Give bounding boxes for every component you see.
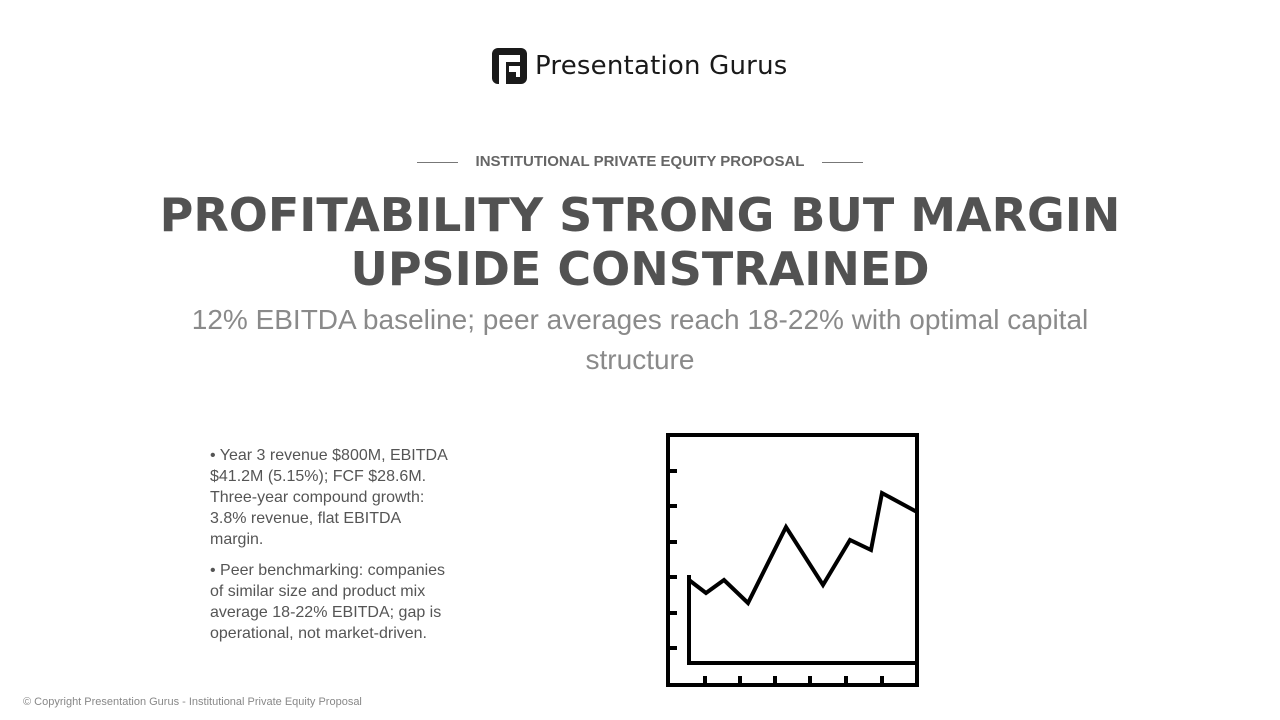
slide-title: PROFITABILITY STRONG BUT MARGIN UPSIDE C… [159, 188, 1121, 296]
slide-subtitle: 12% EBITDA baseline; peer averages reach… [191, 304, 1089, 375]
eyebrow-label: INSTITUTIONAL PRIVATE EQUITY PROPOSAL [475, 153, 805, 170]
eyebrow-divider-left [416, 161, 458, 163]
bullet-list: • Year 3 revenue $800M, EBITDA $41.2M (5… [210, 445, 455, 654]
eyebrow-divider-right [822, 161, 864, 163]
bullet-item: • Year 3 revenue $800M, EBITDA $41.2M (5… [210, 447, 447, 548]
bullet-item: • Peer benchmarking: companies of simila… [210, 562, 446, 642]
line-chart-icon [666, 433, 919, 687]
brand-logo: Presentation Gurus [492, 47, 788, 85]
brand-name: Presentation Gurus [535, 51, 788, 81]
eyebrow: INSTITUTIONAL PRIVATE EQUITY PROPOSAL [0, 152, 1280, 172]
pg-logo-icon [492, 48, 527, 84]
footer-copyright: © Copyright Presentation Gurus - Institu… [23, 696, 362, 708]
